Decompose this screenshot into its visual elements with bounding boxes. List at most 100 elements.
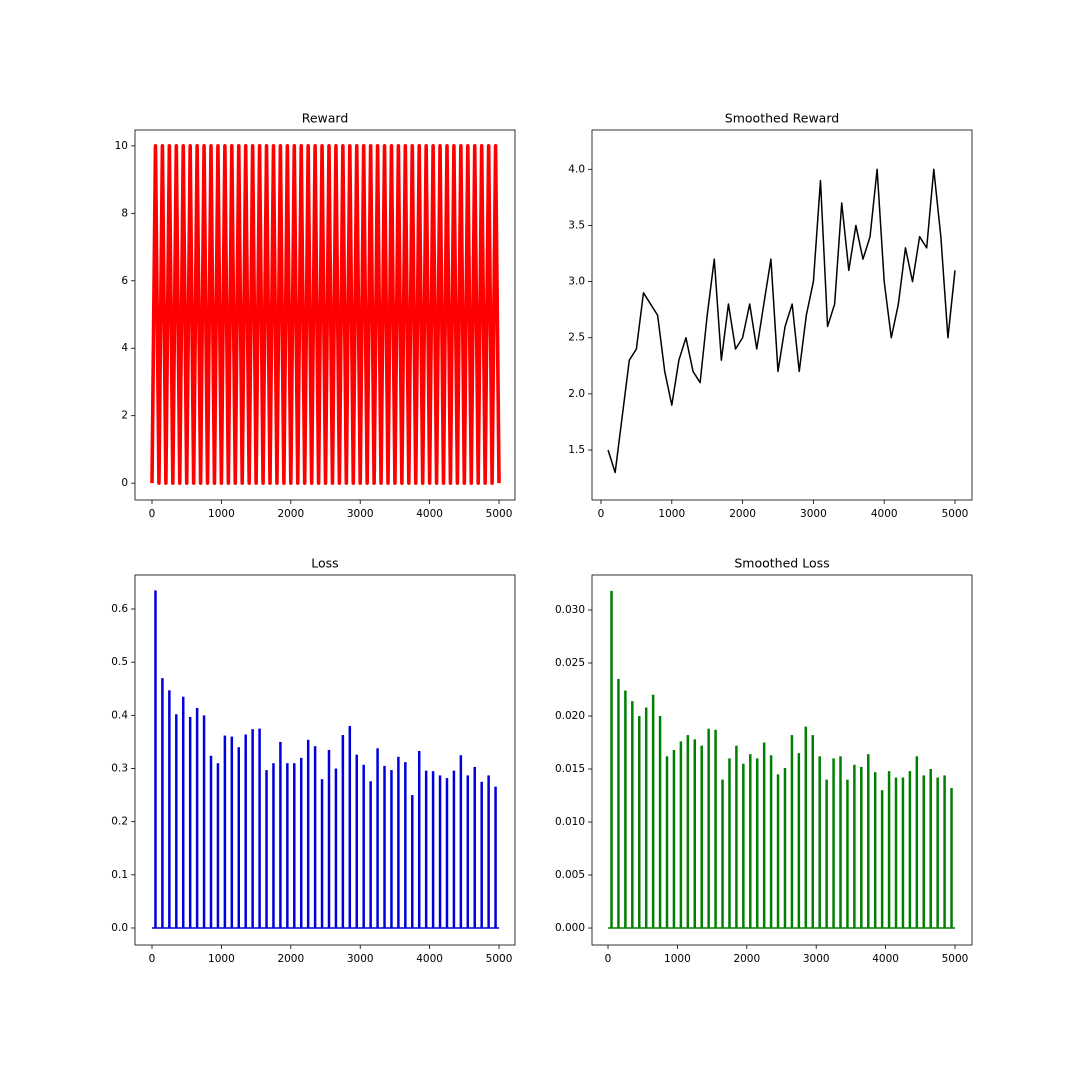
bar: [943, 775, 946, 929]
bar: [908, 771, 912, 929]
bar: [286, 763, 289, 928]
x-tick-label: 2000: [277, 953, 304, 965]
bar: [452, 770, 456, 928]
bar: [161, 678, 164, 928]
bar: [679, 741, 683, 929]
y-tick-label: 2: [121, 410, 128, 422]
bar: [853, 764, 856, 929]
y-tick-label: 2.5: [568, 332, 585, 344]
bar: [644, 707, 648, 929]
y-tick-label: 0.010: [555, 816, 585, 828]
bar: [776, 774, 780, 929]
bar: [348, 725, 352, 928]
y-tick-label: 0.0: [111, 922, 128, 934]
bar: [950, 788, 953, 929]
bar: [887, 771, 891, 929]
bar: [714, 729, 717, 929]
chart-title: Smoothed Reward: [725, 111, 839, 126]
x-tick-label: 0: [149, 953, 156, 965]
bar: [686, 735, 690, 929]
bar: [438, 775, 442, 928]
x-tick-label: 3000: [347, 953, 374, 965]
y-tick-label: 2.0: [568, 388, 585, 400]
x-tick-label: 3000: [347, 508, 374, 520]
bar: [265, 770, 268, 928]
axes-frame: [591, 129, 973, 501]
bar: [672, 749, 676, 929]
bar: [431, 771, 435, 928]
bar: [480, 781, 483, 928]
y-tick-label: 10: [115, 140, 128, 152]
x-tick-label: 2000: [277, 508, 304, 520]
bar: [313, 746, 317, 928]
x-tick-label: 1000: [208, 508, 235, 520]
y-tick-label: 3.5: [568, 219, 585, 231]
bar: [181, 696, 185, 928]
bar: [334, 768, 338, 928]
bar: [742, 763, 745, 929]
chart-title: Reward: [302, 111, 349, 126]
y-tick-label: 0.4: [111, 709, 128, 721]
y-tick-label: 8: [121, 207, 128, 219]
bar: [915, 756, 919, 929]
bar: [825, 779, 828, 929]
y-tick-label: 0.020: [555, 710, 585, 722]
bar: [873, 772, 877, 929]
y-tick-label: 0: [121, 477, 128, 489]
y-tick-label: 0.005: [555, 869, 585, 881]
x-tick-label: 4000: [416, 508, 443, 520]
x-tick-label: 5000: [486, 508, 513, 520]
bar: [327, 749, 331, 928]
bar: [202, 715, 206, 928]
bar: [355, 754, 359, 928]
bar: [293, 763, 296, 928]
y-tick-label: 0.6: [111, 603, 128, 615]
bar: [487, 775, 490, 928]
bar: [901, 777, 905, 929]
axes-frame: [134, 574, 516, 946]
bar: [880, 790, 884, 929]
x-tick-label: 0: [598, 508, 605, 520]
bar: [445, 778, 449, 928]
bar: [721, 779, 724, 929]
bar: [369, 781, 372, 928]
bar: [797, 753, 801, 929]
bar: [700, 745, 703, 929]
bar: [223, 735, 227, 928]
bar: [244, 734, 247, 928]
bar: [320, 779, 324, 928]
bar: [631, 701, 634, 929]
bar: [362, 764, 365, 928]
chart-title: Loss: [311, 556, 338, 571]
bar: [728, 758, 731, 929]
bar: [299, 757, 303, 928]
y-tick-label: 4: [121, 342, 128, 354]
bar: [397, 756, 400, 928]
bar: [494, 786, 497, 928]
bar: [175, 714, 178, 928]
bar: [376, 748, 379, 928]
bar: [209, 755, 213, 928]
bar: [707, 728, 710, 929]
bar: [306, 739, 310, 928]
bar: [804, 726, 808, 929]
bar: [424, 770, 428, 928]
bar: [341, 735, 345, 928]
bar: [188, 716, 192, 928]
bar: [867, 754, 870, 929]
y-tick-label: 0.5: [111, 656, 128, 668]
bar: [638, 716, 641, 929]
x-tick-label: 1000: [658, 508, 685, 520]
x-tick-label: 4000: [872, 953, 899, 965]
bar: [230, 736, 234, 928]
x-tick-label: 4000: [871, 508, 898, 520]
bar: [818, 756, 821, 929]
bar: [258, 728, 261, 928]
bar: [383, 765, 386, 928]
bar: [251, 729, 254, 928]
y-tick-label: 0.030: [555, 604, 585, 616]
bar: [783, 767, 787, 929]
x-tick-label: 2000: [733, 953, 760, 965]
